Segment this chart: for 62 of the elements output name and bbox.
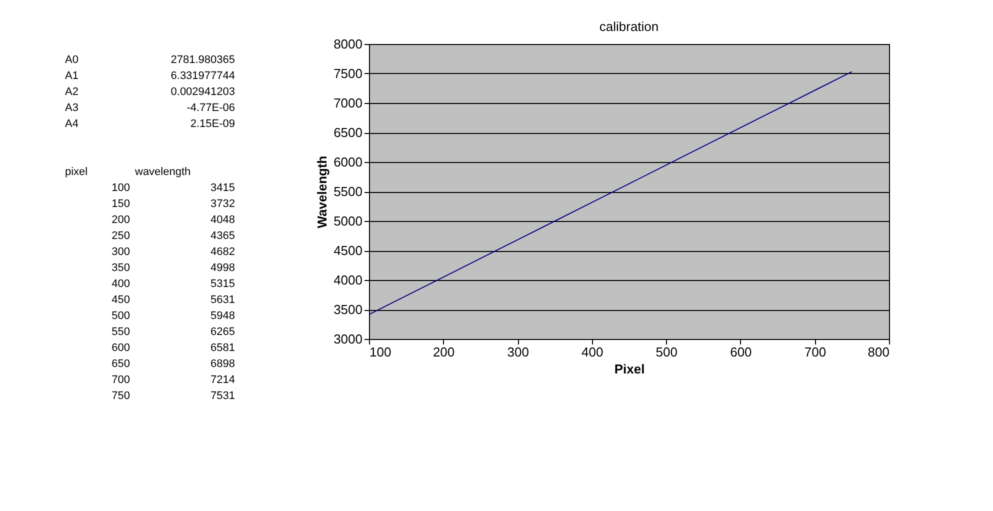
x-tick-label: 800 [868,344,890,360]
line-series [368,71,852,316]
x-tick-label: 700 [804,344,826,360]
text: 0.002941203 [170,86,235,98]
text: pixel [65,166,88,178]
y-tick-label: 6500 [334,125,362,140]
x-tick-label: 400 [582,344,604,360]
y-tick-label: 3000 [334,332,362,346]
text: 5315 [210,278,235,290]
text: 3415 [210,182,235,194]
text: A0 [65,54,78,66]
text: 2.15E-09 [190,118,235,130]
text: wavelength [134,166,191,178]
text: 650 [112,358,130,370]
x-tick-label: 200 [432,344,455,360]
x-tick-label: 300 [507,344,529,360]
text: 150 [112,198,130,210]
y-tick-label: 8000 [334,36,362,52]
x-tick-label: 500 [656,344,678,360]
text: 5948 [210,310,235,322]
y-axis-title: Wavelength [314,156,330,228]
text: 750 [112,390,130,402]
text: 350 [112,262,130,274]
text: 6.331977744 [170,70,235,82]
text: 250 [112,230,130,242]
y-tick-label: 7500 [334,66,362,81]
text: 400 [112,278,130,290]
text: A2 [65,86,78,98]
text: 6581 [210,342,235,354]
text: 6265 [210,326,235,338]
x-tick-label: 600 [730,344,752,360]
y-tick-label: 6000 [334,154,362,170]
text: 200 [112,214,130,226]
y-tick-label: 3500 [334,302,362,317]
text: 3732 [210,198,235,210]
y-tick-label: 5000 [334,214,362,228]
text: 500 [112,310,130,322]
y-tick-label: 5500 [334,184,362,199]
text: 450 [112,294,130,306]
text: 6898 [210,358,235,370]
text: 4998 [210,262,235,274]
y-tick-label: 7000 [334,96,362,110]
text: 4048 [210,214,235,226]
text: 5631 [210,294,235,306]
chart-title: calibration [599,19,659,34]
text: 2781.980365 [170,54,235,66]
y-tick-label: 4000 [334,272,362,288]
x-axis-title: Pixel [614,362,645,376]
text: 100 [112,182,130,194]
text: -4.77E-06 [186,102,235,114]
text: 550 [112,326,130,338]
text: A4 [65,118,78,130]
y-tick-label: 4500 [334,243,362,258]
text: A3 [65,102,78,114]
text: 7531 [210,390,235,402]
text: 4682 [210,246,235,258]
text: 700 [112,374,130,386]
x-tick-label: 100 [370,344,392,360]
text: 300 [112,246,130,258]
text: 4365 [210,230,235,242]
text: A1 [65,70,78,82]
text: 7214 [210,374,235,386]
